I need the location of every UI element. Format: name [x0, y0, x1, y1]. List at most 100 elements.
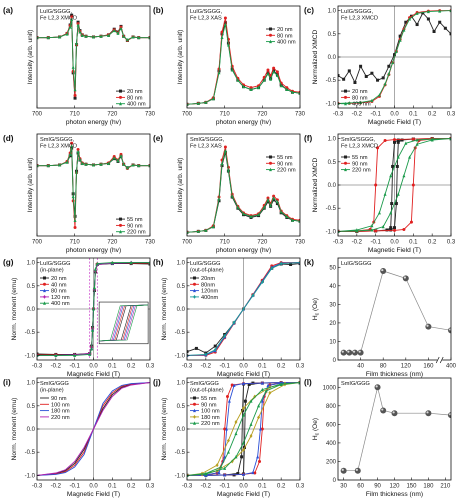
x-tick-label: 0.2 [428, 240, 437, 246]
data-point [226, 450, 230, 454]
x-tick-label: 720 [107, 240, 118, 246]
legend-marker [344, 155, 347, 159]
data-point [272, 66, 276, 70]
legend-label: 220 nm [352, 168, 371, 174]
data-point [92, 307, 95, 311]
data-point [90, 347, 94, 351]
y-tick-label: -0.5 [175, 450, 186, 456]
y-tick-label: 0.0 [27, 307, 36, 313]
data-point [266, 200, 270, 204]
x-tick-label: 80 [380, 364, 387, 370]
series-group [187, 145, 300, 234]
x-tick-label: 30 [340, 484, 347, 490]
data-point [247, 382, 251, 386]
legend-label: 90 nm [127, 223, 143, 229]
legend-label: 400 nm [277, 40, 296, 46]
data-point [230, 383, 234, 387]
y-axis-label: Norm. moment (emu) [11, 278, 18, 341]
data-point [258, 459, 262, 463]
data-point-highlight [352, 350, 356, 353]
data-point [46, 163, 50, 168]
x-axis-label: Magnetic Field (T) [67, 491, 120, 498]
data-point [398, 38, 402, 42]
y-tick-label: 0.5 [177, 404, 186, 410]
data-point [225, 395, 229, 399]
legend-label: 40 nm [51, 282, 67, 288]
data-point [92, 35, 95, 39]
legend-label: 220 nm [201, 421, 220, 427]
x-tick-label: 160 [423, 364, 434, 370]
data-point [370, 228, 374, 232]
data-point [391, 164, 395, 168]
panel-f: -0.3 -0.2 -0.1 0.0 0.1 0.2 0.3 -1.0 -0.5 0.0 0.5 1.… [304, 133, 456, 254]
series-line [37, 16, 150, 96]
panel-g: -0.3 -0.2 -0.1 0.0 0.1 0.2 0.3 -1.0 -0.5 0.0 0.5 1.… [3, 257, 155, 378]
data-point [73, 218, 77, 223]
legend-label: 100 nm [201, 409, 220, 415]
legend-marker [119, 101, 122, 106]
data-point [107, 33, 111, 38]
x-tick-label: -0.2 [352, 112, 363, 118]
data-point [430, 137, 434, 141]
data-point [279, 382, 283, 386]
sample-annotation: LuIG/SGGG, [40, 9, 72, 15]
legend-label: 400 nm [51, 301, 70, 307]
data-point [249, 422, 253, 426]
data-point [73, 93, 77, 97]
y-tick-label: 40 [329, 284, 336, 290]
data-point [279, 261, 283, 266]
x-tick-label: 710 [220, 240, 231, 246]
data-point [234, 420, 238, 424]
data-point [249, 86, 253, 90]
legend-label: 20 nm [277, 27, 293, 33]
y-tick-label: 0.5 [177, 284, 186, 290]
legend-label: 20 nm [352, 89, 368, 95]
panel-c: -0.3 -0.2 -0.1 0.0 0.1 0.2 0.3 -1.0 -0.5 0.0 0.5 1.… [304, 5, 456, 126]
data-point [236, 205, 240, 209]
legend-label: 90 nm [201, 402, 217, 408]
data-point [71, 194, 75, 199]
data-point [137, 35, 141, 40]
legend-marker [43, 282, 46, 286]
y-tick-label: 0.0 [328, 55, 337, 61]
sample-annotation: SmIG/SGGG, [341, 137, 376, 143]
x-tick-label: 0.1 [409, 112, 418, 118]
x-tick-label: -0.1 [370, 240, 381, 246]
data-point [217, 197, 221, 201]
x-tick-label: 0.3 [447, 112, 456, 118]
data-point [396, 138, 400, 142]
data-point [374, 183, 378, 187]
data-point [393, 140, 396, 144]
panel-label: (l) [304, 378, 312, 387]
legend-marker [344, 161, 347, 165]
y-axis-label: Norm. moment (emu) [11, 398, 18, 461]
x-axis-label: Magnetic Field (T) [217, 371, 270, 378]
legend-label: 220 nm [127, 230, 146, 236]
data-point [242, 381, 245, 386]
y-tick-label: 1.0 [328, 9, 337, 15]
data-point [75, 170, 79, 174]
x-tick-label: 150 [406, 484, 417, 490]
legend-marker [193, 276, 196, 280]
y-tick-label: 800 [326, 404, 337, 410]
data-point [260, 381, 264, 385]
x-tick-label: -0.3 [182, 484, 193, 490]
data-point [220, 35, 224, 40]
data-point [217, 470, 221, 475]
x-tick-label: 700 [32, 240, 43, 246]
panel-b: 700 710 720 730 photon energy (hv) Intensity … [153, 5, 306, 126]
data-point [242, 307, 245, 311]
x-tick-label: 120 [389, 484, 400, 490]
data-point [99, 162, 103, 166]
y-tick-label: 1000 [323, 385, 337, 391]
legend-label: 180 nm [51, 409, 70, 415]
data-point [99, 34, 103, 38]
legend-marker [269, 161, 272, 165]
legend-marker [344, 167, 347, 172]
x-tick-label: 700 [32, 112, 43, 118]
data-point-highlight [341, 468, 344, 471]
data-point [93, 267, 97, 271]
